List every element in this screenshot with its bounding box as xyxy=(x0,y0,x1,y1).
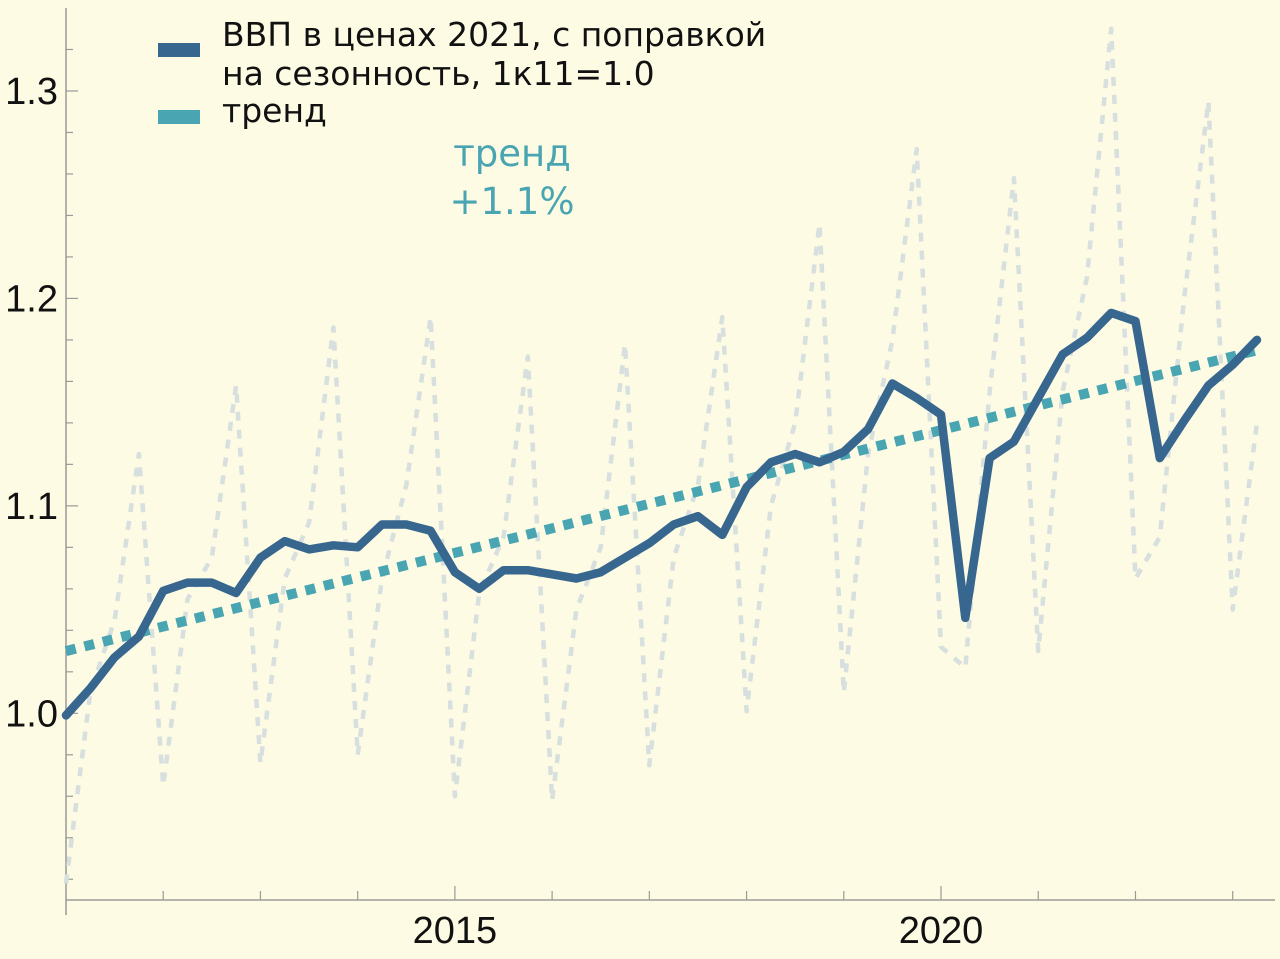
trend-line xyxy=(64,345,1259,656)
x-tick-label: 2020 xyxy=(899,910,984,952)
legend: ВВП в ценах 2021, с поправкой на сезонно… xyxy=(158,15,766,130)
axis-ticks xyxy=(66,48,1234,900)
x-tick-label: 2015 xyxy=(413,910,498,952)
legend-label-trend: тренд xyxy=(222,91,327,130)
gdp-sa-line xyxy=(61,308,1262,720)
plot-area xyxy=(61,26,1262,884)
raw-gdp-line xyxy=(63,26,1260,884)
y-tick-label: 1.1 xyxy=(5,486,58,528)
trend-annotation-title: тренд xyxy=(453,132,571,175)
legend-label-gdp-line1: ВВП в ценах 2021, с поправкой xyxy=(222,15,766,54)
y-tick-label: 1.3 xyxy=(5,71,58,113)
y-tick-label: 1.0 xyxy=(5,693,58,735)
y-tick-label: 1.2 xyxy=(5,278,58,320)
trend-annotation-value: +1.1% xyxy=(449,180,574,223)
legend-label-gdp-line2: на сезонность, 1к11=1.0 xyxy=(222,54,655,93)
tick-labels: 1.0 1.1 1.2 1.3 2015 2020 xyxy=(5,71,983,952)
